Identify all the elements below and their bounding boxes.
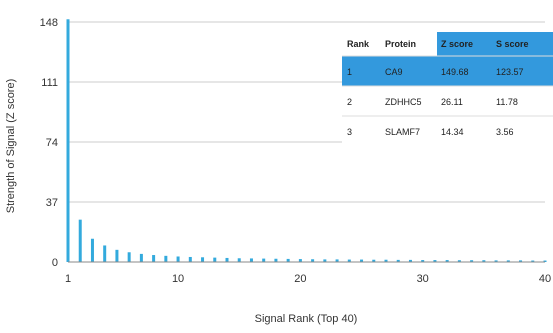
bar xyxy=(494,260,498,262)
x-tick-label: 1 xyxy=(65,273,71,285)
bar xyxy=(286,258,290,262)
bar xyxy=(470,260,474,262)
bars xyxy=(66,19,547,262)
table-cell: 14.34 xyxy=(441,127,464,137)
bar xyxy=(103,245,107,262)
table-row-bg xyxy=(342,116,553,146)
bar xyxy=(384,259,388,262)
bar xyxy=(311,259,315,262)
bar xyxy=(164,255,168,262)
table-cell: 11.78 xyxy=(496,97,518,107)
y-axis-title: Strength of Signal (Z score) xyxy=(5,79,17,214)
table-cell: CA9 xyxy=(385,67,403,77)
table-header-cell: Z score xyxy=(441,39,473,49)
table-cell: 26.11 xyxy=(441,97,463,107)
table-cell: 123.57 xyxy=(496,67,524,77)
x-tick-label: 30 xyxy=(417,273,429,285)
header-highlight xyxy=(437,32,553,56)
table-header-cell: Rank xyxy=(347,39,370,49)
table-cell: ZDHHC5 xyxy=(385,97,422,107)
table-cell: 149.68 xyxy=(441,67,469,77)
x-tick-label: 10 xyxy=(172,273,184,285)
x-tick-label: 40 xyxy=(539,273,551,285)
bar xyxy=(372,259,376,262)
y-tick-label: 74 xyxy=(46,137,58,149)
bar xyxy=(506,260,510,262)
table-header-cell: S score xyxy=(496,39,529,49)
row-highlight xyxy=(342,56,553,86)
y-tick-label: 111 xyxy=(41,77,58,89)
bar xyxy=(445,260,449,262)
x-axis-title: Signal Rank (Top 40) xyxy=(255,313,358,325)
bar xyxy=(262,258,266,262)
bar xyxy=(323,259,327,262)
bar xyxy=(90,238,94,262)
bar xyxy=(152,255,156,262)
table-cell: 2 xyxy=(347,97,352,107)
table-row-bg xyxy=(342,86,553,116)
bar xyxy=(201,257,205,262)
bar xyxy=(433,260,437,262)
bar xyxy=(482,260,486,262)
bar xyxy=(249,258,253,262)
x-tick-label: 20 xyxy=(294,273,306,285)
y-tick-label: 148 xyxy=(40,17,58,29)
table-cell: 1 xyxy=(347,67,352,77)
table-header-cell: Protein xyxy=(385,39,416,49)
bar xyxy=(457,260,461,262)
y-tick-label: 0 xyxy=(52,257,58,269)
bar xyxy=(225,257,229,262)
bar xyxy=(115,249,119,262)
bar xyxy=(78,219,82,262)
bar xyxy=(188,256,192,262)
table-cell: 3 xyxy=(347,127,352,137)
y-tick-label: 37 xyxy=(46,197,58,209)
bar xyxy=(360,259,364,262)
bar xyxy=(213,257,217,262)
bar xyxy=(519,260,523,262)
bar xyxy=(396,259,400,262)
bar xyxy=(421,260,425,262)
ranking-table: Rank Protein Z score S score 1 CA9 149.68 123.5… xyxy=(342,32,553,146)
table-cell: SLAMF7 xyxy=(385,127,420,137)
bar xyxy=(274,258,278,262)
bar xyxy=(347,259,351,262)
bar xyxy=(335,259,339,262)
axes: 0 37 74 111 148 1 10 20 30 40 xyxy=(40,17,551,285)
bar xyxy=(543,260,547,262)
bar xyxy=(139,253,143,262)
bar xyxy=(408,259,412,262)
bar xyxy=(237,258,241,262)
bar xyxy=(531,260,535,262)
bar xyxy=(176,256,180,262)
bar xyxy=(298,259,302,262)
table-cell: 3.56 xyxy=(496,127,514,137)
bar xyxy=(66,19,70,262)
bar xyxy=(127,252,131,262)
